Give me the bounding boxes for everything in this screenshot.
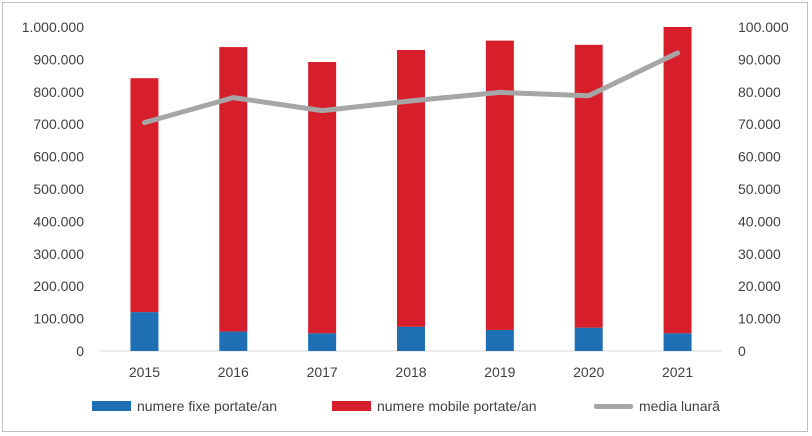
bar-fixe (485, 329, 514, 351)
y-left-tick-label: 500.000 (33, 181, 84, 197)
y-left-tick-label: 300.000 (33, 246, 84, 262)
x-tick-label: 2017 (307, 364, 338, 380)
legend-swatch-media (594, 403, 633, 409)
y-left-tick-label: 0 (76, 343, 84, 359)
y-right-tick-label: 10.000 (738, 311, 781, 327)
y-right-tick-label: 80.000 (738, 84, 781, 100)
y-left-tick-label: 200.000 (33, 278, 84, 294)
legend-label-mobile: numere mobile portate/an (377, 398, 537, 414)
y-right-tick-label: 40.000 (738, 213, 781, 229)
y-left-tick-label: 800.000 (33, 84, 84, 100)
legend-swatch-mobile (332, 401, 371, 411)
y-right-tick-label: 30.000 (738, 246, 781, 262)
x-axis: 2015 2016 2017 2018 2019 2020 2021 (129, 364, 694, 380)
bar-mobile (663, 27, 692, 334)
legend: numere fixe portate/an numere mobile por… (0, 398, 812, 420)
legend-item-mobile: numere mobile portate/an (332, 398, 537, 414)
bar-mobile (574, 44, 603, 328)
bar-fixe (219, 331, 248, 351)
y-left-tick-label: 600.000 (33, 149, 84, 165)
line-media-lunara (141, 50, 681, 126)
y-left-tick-label: 100.000 (33, 311, 84, 327)
y-left-tick-label: 900.000 (33, 51, 84, 67)
y-axis-left: 0 100.000 200.000 300.000 400.000 500.000 600.… (22, 19, 85, 359)
line-series (141, 50, 681, 126)
bar-fixe (663, 333, 692, 351)
legend-label-media: media lunară (639, 398, 720, 414)
y-right-tick-label: 90.000 (738, 51, 781, 67)
bar-mobile (219, 47, 248, 332)
bar-fixe (574, 327, 603, 351)
x-tick-label: 2019 (484, 364, 515, 380)
y-left-tick-label: 1.000.000 (22, 19, 84, 35)
legend-item-fixe: numere fixe portate/an (92, 398, 277, 414)
x-tick-label: 2018 (395, 364, 426, 380)
x-tick-label: 2016 (218, 364, 249, 380)
x-tick-label: 2020 (573, 364, 604, 380)
y-right-tick-label: 0 (738, 343, 746, 359)
y-left-tick-label: 700.000 (33, 116, 84, 132)
y-right-tick-label: 50.000 (738, 181, 781, 197)
x-tick-label: 2021 (662, 364, 693, 380)
y-right-tick-label: 20.000 (738, 278, 781, 294)
x-tick-label: 2015 (129, 364, 160, 380)
legend-item-media: media lunară (594, 398, 720, 414)
bar-fixe (308, 333, 337, 351)
y-right-tick-label: 70.000 (738, 116, 781, 132)
bar-mobile (485, 40, 514, 330)
legend-label-fixe: numere fixe portate/an (137, 398, 278, 414)
bar-mobile (308, 61, 337, 334)
y-right-tick-label: 100.000 (738, 19, 789, 35)
bars (130, 27, 692, 351)
legend-swatch-fixe (92, 401, 131, 411)
bar-mobile (397, 50, 425, 327)
bar-mobile (130, 78, 159, 313)
y-left-tick-label: 400.000 (33, 213, 84, 229)
bar-fixe (397, 326, 425, 351)
y-axis-right: 0 10.000 20.000 30.000 40.000 50.000 60.000 70.… (738, 19, 789, 359)
y-right-tick-label: 60.000 (738, 149, 781, 165)
bar-fixe (130, 312, 159, 351)
